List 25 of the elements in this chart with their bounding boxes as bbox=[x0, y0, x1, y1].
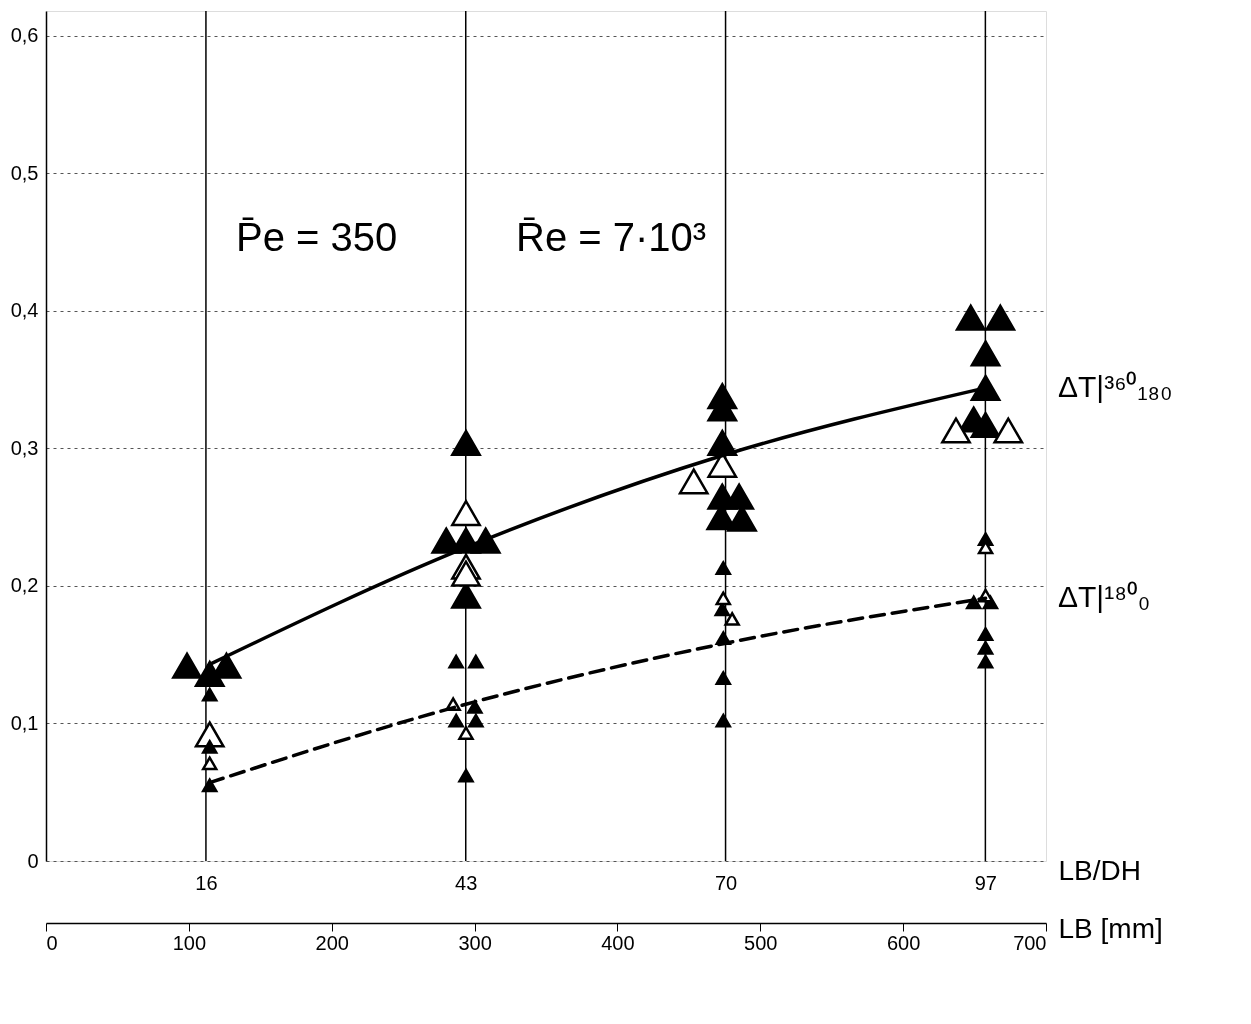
x2-tick-label: 97 bbox=[974, 871, 997, 894]
x-tick-label: 500 bbox=[744, 931, 778, 954]
x-tick-label: 300 bbox=[458, 931, 492, 954]
x-tick-label: 600 bbox=[886, 931, 921, 954]
annotation: P̄e = 350 bbox=[236, 215, 398, 260]
x2-tick-label: 70 bbox=[714, 871, 738, 894]
text: ΔT|¹⁸⁰₀ bbox=[1058, 580, 1151, 614]
x-tick-label: 200 bbox=[315, 931, 349, 954]
x-tick-label: 100 bbox=[172, 931, 207, 954]
x2-tick-label: 43 bbox=[455, 871, 478, 894]
y-tick-label: 0,5 bbox=[10, 161, 39, 184]
x-axis-title: LB [mm] bbox=[1058, 912, 1163, 944]
y-tick-label: 0,2 bbox=[10, 574, 39, 597]
x2-tick-label: 16 bbox=[195, 871, 218, 894]
y-tick-label: 0,1 bbox=[10, 711, 39, 734]
y-tick-label: 0 bbox=[27, 849, 39, 872]
text: ΔT|³⁶⁰₁₈₀ bbox=[1058, 369, 1173, 403]
y-tick-label: 0,4 bbox=[10, 299, 39, 322]
x-tick-label: 400 bbox=[601, 931, 635, 954]
x-tick-label: 700 bbox=[1013, 931, 1047, 954]
y-tick-label: 0,3 bbox=[10, 436, 39, 459]
annotation: R̄e = 7·10³ bbox=[516, 215, 707, 260]
x-tick-label: 0 bbox=[46, 931, 58, 954]
y-tick-label: 0,6 bbox=[10, 24, 39, 47]
x2-axis-title: LB/DH bbox=[1058, 854, 1141, 886]
